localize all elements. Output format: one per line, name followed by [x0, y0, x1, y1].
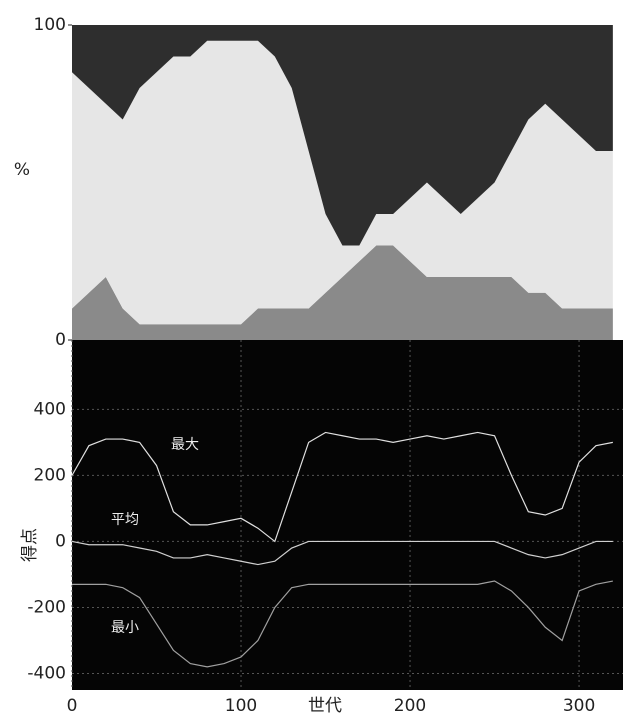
- y-tick-label: 0: [55, 531, 66, 551]
- x-tick-label: 100: [225, 696, 257, 716]
- y-tick-label: 0: [55, 330, 66, 350]
- series-label: 最大: [171, 437, 199, 453]
- y-tick-label: -200: [27, 597, 66, 617]
- y-tick-label: 100: [34, 15, 66, 35]
- figure: % 世代 得点 0 100 -400 -200 0 200 400 0 100 200 300 最大平…: [0, 0, 623, 718]
- x-axis-label: 世代: [308, 696, 342, 716]
- series-label: 最小: [111, 620, 139, 636]
- y-tick-label: 400: [34, 399, 66, 419]
- top-y-label: %: [14, 160, 30, 180]
- y-tick-label: 200: [34, 465, 66, 485]
- y-axis-label: 得点: [20, 528, 40, 562]
- x-tick-label: 0: [67, 696, 78, 716]
- bottom-plot-area: [72, 340, 623, 690]
- y-tick-label: -400: [27, 663, 66, 683]
- x-tick-label: 300: [563, 696, 595, 716]
- series-label: 平均: [111, 512, 139, 528]
- x-tick-label: 200: [394, 696, 426, 716]
